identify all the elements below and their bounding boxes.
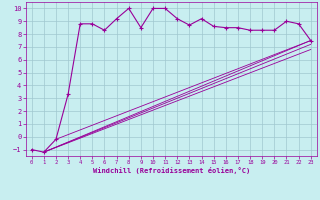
X-axis label: Windchill (Refroidissement éolien,°C): Windchill (Refroidissement éolien,°C) bbox=[92, 167, 250, 174]
